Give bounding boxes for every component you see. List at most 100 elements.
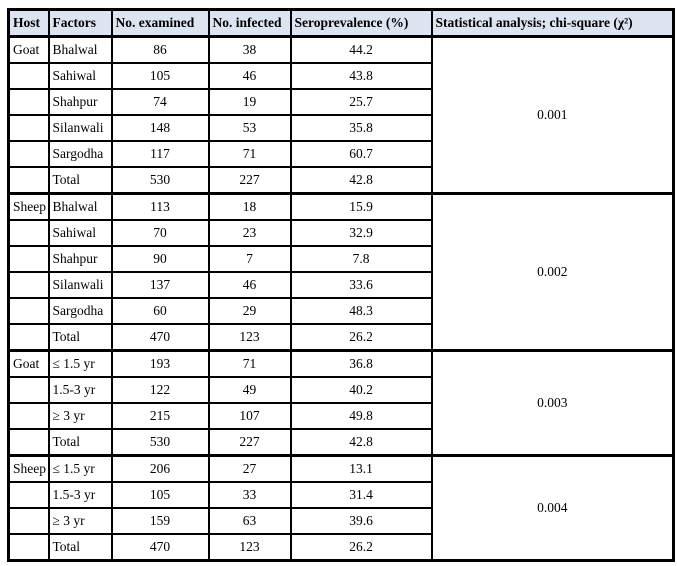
seroprevalence-table: Host Factors No. examined No. infected S… bbox=[7, 8, 675, 562]
header-examined: No. examined bbox=[110, 8, 210, 38]
header-chi-square: Statistical analysis; chi-square (χ²) bbox=[430, 8, 675, 38]
seroprevalence-cell: 40.2 bbox=[289, 376, 433, 404]
examined-cell: 117 bbox=[110, 140, 210, 168]
factor-cell: Sahiwal bbox=[47, 62, 113, 90]
factor-cell: ≤ 1.5 yr bbox=[47, 454, 113, 483]
header-host: Host bbox=[7, 8, 50, 38]
factor-cell: Sargodha bbox=[47, 297, 113, 325]
table-row: 1.5-3 yr 105 33 31.4 bbox=[7, 481, 674, 509]
examined-cell: 70 bbox=[110, 219, 210, 247]
table-row: Sargodha 117 71 60.7 bbox=[7, 140, 674, 168]
host-cell-empty bbox=[7, 114, 50, 142]
factor-cell: Total bbox=[47, 323, 113, 352]
host-cell-empty bbox=[7, 533, 50, 562]
infected-cell: 29 bbox=[207, 297, 292, 325]
factor-cell: ≤ 1.5 yr bbox=[47, 349, 113, 378]
examined-cell: 90 bbox=[110, 245, 210, 273]
host-cell-empty bbox=[7, 88, 50, 116]
factor-cell: ≥ 3 yr bbox=[47, 402, 113, 430]
examined-cell: 470 bbox=[110, 323, 210, 352]
examined-cell: 113 bbox=[110, 192, 210, 221]
factor-cell: Total bbox=[47, 166, 113, 195]
infected-cell: 123 bbox=[207, 323, 292, 352]
chi-square-cell: 0.001 bbox=[430, 35, 675, 195]
table-row: Shahpur 90 7 7.8 bbox=[7, 245, 674, 273]
seroprevalence-cell: 15.9 bbox=[289, 192, 433, 221]
infected-cell: 71 bbox=[207, 140, 292, 168]
table-row: Silanwali 148 53 35.8 bbox=[7, 114, 674, 142]
infected-cell: 123 bbox=[207, 533, 292, 562]
infected-cell: 71 bbox=[207, 349, 292, 378]
examined-cell: 215 bbox=[110, 402, 210, 430]
examined-cell: 470 bbox=[110, 533, 210, 562]
seroprevalence-cell: 60.7 bbox=[289, 140, 433, 168]
chi-square-cell: 0.002 bbox=[430, 192, 675, 352]
seroprevalence-cell: 48.3 bbox=[289, 297, 433, 325]
seroprevalence-cell: 31.4 bbox=[289, 481, 433, 509]
factor-cell: Bhalwal bbox=[47, 192, 113, 221]
host-cell-empty bbox=[7, 323, 50, 352]
host-cell: Sheep bbox=[7, 454, 50, 483]
host-cell-empty bbox=[7, 428, 50, 457]
table-row: 1.5-3 yr 122 49 40.2 bbox=[7, 376, 674, 404]
table-row: Sheep Bhalwal 113 18 15.9 0.002 bbox=[7, 192, 675, 352]
table-row: Goat ≤ 1.5 yr 193 71 36.8 0.003 bbox=[7, 349, 675, 457]
examined-cell: 193 bbox=[110, 349, 210, 378]
table-row: Shahpur 74 19 25.7 bbox=[7, 88, 674, 116]
factor-cell: Shahpur bbox=[47, 245, 113, 273]
examined-cell: 86 bbox=[110, 35, 210, 64]
header-seroprevalence: Seroprevalence (%) bbox=[289, 8, 433, 38]
host-cell-empty bbox=[7, 402, 50, 430]
host-cell-empty bbox=[7, 62, 50, 90]
header-infected: No. infected bbox=[207, 8, 292, 38]
seroprevalence-cell: 43.8 bbox=[289, 62, 433, 90]
table-row: ≥ 3 yr 215 107 49.8 bbox=[7, 402, 674, 430]
infected-cell: 227 bbox=[207, 428, 292, 457]
seroprevalence-cell: 39.6 bbox=[289, 507, 433, 535]
factor-cell: Sargodha bbox=[47, 140, 113, 168]
table-row: Sheep ≤ 1.5 yr 206 27 13.1 0.004 bbox=[7, 454, 675, 562]
infected-cell: 7 bbox=[207, 245, 292, 273]
seroprevalence-cell: 33.6 bbox=[289, 271, 433, 299]
infected-cell: 46 bbox=[207, 271, 292, 299]
chi-square-cell: 0.004 bbox=[430, 454, 675, 562]
host-cell-empty bbox=[7, 297, 50, 325]
infected-cell: 27 bbox=[207, 454, 292, 483]
host-cell-empty bbox=[7, 507, 50, 535]
infected-cell: 18 bbox=[207, 192, 292, 221]
table-row: ≥ 3 yr 159 63 39.6 bbox=[7, 507, 674, 535]
table-body: Goat Bhalwal 86 38 44.2 0.001 Sahiwal 105 46 43.8… bbox=[7, 35, 675, 562]
chi-square-cell: 0.003 bbox=[430, 349, 675, 457]
seroprevalence-cell: 32.9 bbox=[289, 219, 433, 247]
table-row: Sargodha 60 29 48.3 bbox=[7, 297, 674, 325]
infected-cell: 227 bbox=[207, 166, 292, 195]
host-cell-empty bbox=[7, 271, 50, 299]
seroprevalence-cell: 49.8 bbox=[289, 402, 433, 430]
seroprevalence-cell: 44.2 bbox=[289, 35, 433, 64]
host-cell-empty bbox=[7, 140, 50, 168]
examined-cell: 206 bbox=[110, 454, 210, 483]
seroprevalence-cell: 13.1 bbox=[289, 454, 433, 483]
infected-cell: 23 bbox=[207, 219, 292, 247]
factor-cell: Sahiwal bbox=[47, 219, 113, 247]
factor-cell: Total bbox=[47, 533, 113, 562]
infected-cell: 49 bbox=[207, 376, 292, 404]
factor-cell: Total bbox=[47, 428, 113, 457]
factor-cell: Silanwali bbox=[47, 271, 113, 299]
examined-cell: 530 bbox=[110, 166, 210, 195]
examined-cell: 137 bbox=[110, 271, 210, 299]
seroprevalence-cell: 42.8 bbox=[289, 428, 433, 457]
table-row: Sahiwal 70 23 32.9 bbox=[7, 219, 674, 247]
table-row: Goat Bhalwal 86 38 44.2 0.001 bbox=[7, 35, 675, 195]
table-row: Sahiwal 105 46 43.8 bbox=[7, 62, 674, 90]
table-row: Total 470 123 26.2 bbox=[7, 533, 674, 562]
examined-cell: 122 bbox=[110, 376, 210, 404]
host-cell-empty bbox=[7, 481, 50, 509]
examined-cell: 530 bbox=[110, 428, 210, 457]
factor-cell: 1.5-3 yr bbox=[47, 481, 113, 509]
infected-cell: 46 bbox=[207, 62, 292, 90]
seroprevalence-cell: 26.2 bbox=[289, 533, 433, 562]
factor-cell: Shahpur bbox=[47, 88, 113, 116]
examined-cell: 105 bbox=[110, 62, 210, 90]
seroprevalence-cell: 35.8 bbox=[289, 114, 433, 142]
